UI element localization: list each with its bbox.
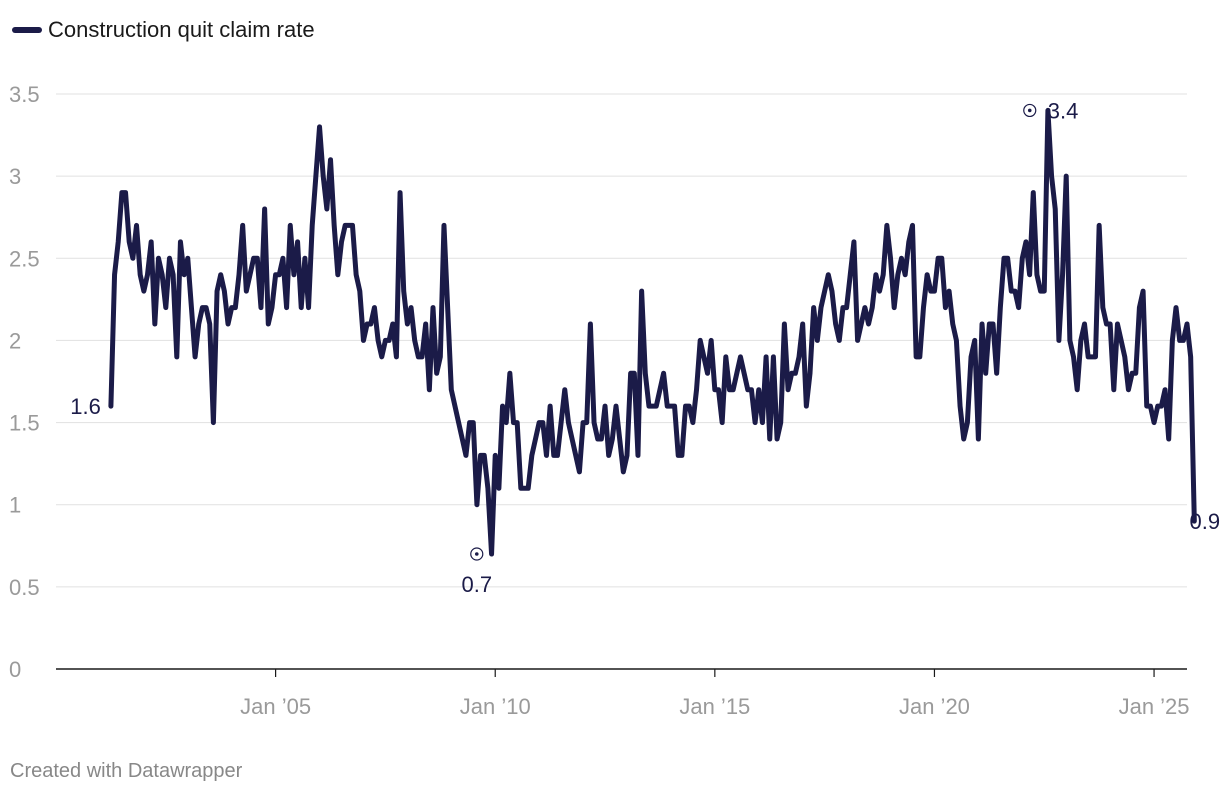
y-tick-label: 3.5 <box>9 82 40 107</box>
y-tick-label: 3 <box>9 164 21 189</box>
line-chart: 0 0.5 1 1.5 2 2.5 3 3.5 Jan ’05 Jan ’10 Jan ’15 Jan… <box>9 82 1220 719</box>
x-tick-label: Jan ’20 <box>899 694 970 719</box>
legend-label: Construction quit claim rate <box>48 17 315 42</box>
annotation-label: 0.9 <box>1190 509 1220 534</box>
annotation-marker-dot <box>1027 108 1032 113</box>
annotation-label: 3.4 <box>1048 98 1079 123</box>
annotation-label: 0.7 <box>461 572 492 597</box>
x-tick-label: Jan ’10 <box>460 694 531 719</box>
y-tick-label: 2 <box>9 328 21 353</box>
footer-credit: Created with Datawrapper <box>10 760 243 782</box>
annotation-marker-dot <box>474 552 479 556</box>
y-tick-label: 0 <box>9 657 21 682</box>
y-tick-label: 1.5 <box>9 411 40 436</box>
y-tick-label: 0.5 <box>9 575 40 600</box>
x-tick-label: Jan ’15 <box>679 694 750 719</box>
x-tick-label: Jan ’05 <box>240 694 311 719</box>
y-tick-label: 1 <box>9 493 21 518</box>
legend-swatch <box>12 27 42 33</box>
x-tick-label: Jan ’25 <box>1119 694 1190 719</box>
annotation-label: 1.6 <box>70 394 101 419</box>
series-line <box>108 107 1197 557</box>
legend: Construction quit claim rate <box>12 16 315 44</box>
y-tick-label: 2.5 <box>9 246 40 271</box>
